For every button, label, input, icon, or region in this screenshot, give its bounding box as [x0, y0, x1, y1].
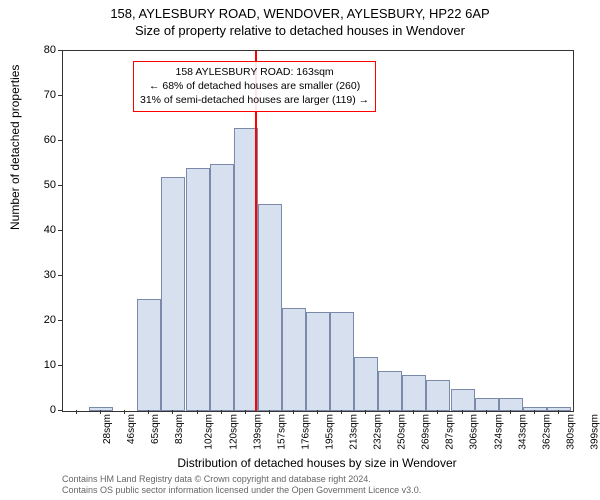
x-tick-label: 139sqm [252, 414, 263, 450]
y-axis: 01020304050607080 [0, 50, 62, 410]
histogram-bar [378, 371, 402, 412]
page-title: 158, AYLESBURY ROAD, WENDOVER, AYLESBURY… [0, 0, 600, 21]
x-tick-mark [76, 410, 77, 414]
x-tick-label: 287sqm [445, 414, 456, 450]
histogram-bar [234, 128, 258, 412]
x-tick-mark [269, 410, 270, 414]
x-tick-mark [317, 410, 318, 414]
histogram-bar [475, 398, 499, 412]
x-tick-mark [462, 410, 463, 414]
x-tick-label: 399sqm [590, 414, 600, 450]
x-tick-mark [486, 410, 487, 414]
x-tick-mark [148, 410, 149, 414]
x-tick-mark [413, 410, 414, 414]
x-tick-label: 380sqm [565, 414, 576, 450]
x-tick-mark [245, 410, 246, 414]
footer-line1: Contains HM Land Registry data © Crown c… [62, 474, 421, 485]
histogram-bar [426, 380, 450, 412]
histogram-bar [137, 299, 161, 412]
x-tick-mark [437, 410, 438, 414]
histogram-bar [402, 375, 426, 411]
x-tick-label: 269sqm [421, 414, 432, 450]
x-axis: Distribution of detached houses by size … [62, 410, 572, 470]
x-tick-label: 250sqm [397, 414, 408, 450]
x-tick-label: 157sqm [276, 414, 287, 450]
annotation-line1: 158 AYLESBURY ROAD: 163sqm [140, 65, 369, 79]
x-tick-mark [124, 410, 125, 414]
histogram-bar [306, 312, 330, 411]
x-tick-mark [172, 410, 173, 414]
y-tick-label: 10 [44, 359, 56, 371]
histogram-bar [330, 312, 354, 411]
histogram-bar [354, 357, 378, 411]
footer-attribution: Contains HM Land Registry data © Crown c… [62, 474, 421, 497]
x-tick-mark [510, 410, 511, 414]
x-tick-mark [100, 410, 101, 414]
x-tick-label: 102sqm [204, 414, 215, 450]
x-tick-label: 46sqm [126, 414, 137, 444]
y-tick-label: 80 [44, 44, 56, 56]
x-tick-label: 362sqm [541, 414, 552, 450]
y-tick-label: 60 [44, 134, 56, 146]
x-tick-label: 232sqm [373, 414, 384, 450]
y-tick-label: 0 [50, 404, 56, 416]
x-axis-label: Distribution of detached houses by size … [62, 456, 572, 470]
chart-container: 158, AYLESBURY ROAD, WENDOVER, AYLESBURY… [0, 0, 600, 500]
x-tick-mark [293, 410, 294, 414]
histogram-bar [258, 204, 282, 411]
x-tick-mark [221, 410, 222, 414]
x-tick-label: 65sqm [150, 414, 161, 444]
x-tick-label: 176sqm [300, 414, 311, 450]
x-tick-mark [341, 410, 342, 414]
histogram-bar [499, 398, 523, 412]
histogram-bar [451, 389, 475, 412]
x-tick-mark [389, 410, 390, 414]
histogram-bar [186, 168, 210, 411]
x-tick-mark [365, 410, 366, 414]
y-tick-label: 20 [44, 314, 56, 326]
x-tick-mark [534, 410, 535, 414]
x-tick-mark [197, 410, 198, 414]
x-tick-label: 28sqm [102, 414, 113, 444]
annotation-box: 158 AYLESBURY ROAD: 163sqm ← 68% of deta… [133, 61, 376, 112]
y-tick-label: 70 [44, 89, 56, 101]
x-tick-mark [558, 410, 559, 414]
x-tick-label: 213sqm [349, 414, 360, 450]
x-tick-label: 324sqm [493, 414, 504, 450]
x-tick-label: 83sqm [174, 414, 185, 444]
x-tick-label: 306sqm [469, 414, 480, 450]
x-tick-label: 343sqm [517, 414, 528, 450]
page-subtitle: Size of property relative to detached ho… [0, 21, 600, 38]
y-tick-label: 30 [44, 269, 56, 281]
footer-line2: Contains OS public sector information li… [62, 485, 421, 496]
x-tick-label: 195sqm [324, 414, 335, 450]
annotation-line2: ← 68% of detached houses are smaller (26… [140, 79, 369, 93]
y-tick-label: 50 [44, 179, 56, 191]
plot-area: 158 AYLESBURY ROAD: 163sqm ← 68% of deta… [62, 50, 574, 412]
histogram-bar [210, 164, 234, 412]
histogram-bar [161, 177, 185, 411]
annotation-line3: 31% of semi-detached houses are larger (… [140, 93, 369, 107]
histogram-bar [282, 308, 306, 412]
x-tick-label: 120sqm [228, 414, 239, 450]
y-tick-label: 40 [44, 224, 56, 236]
